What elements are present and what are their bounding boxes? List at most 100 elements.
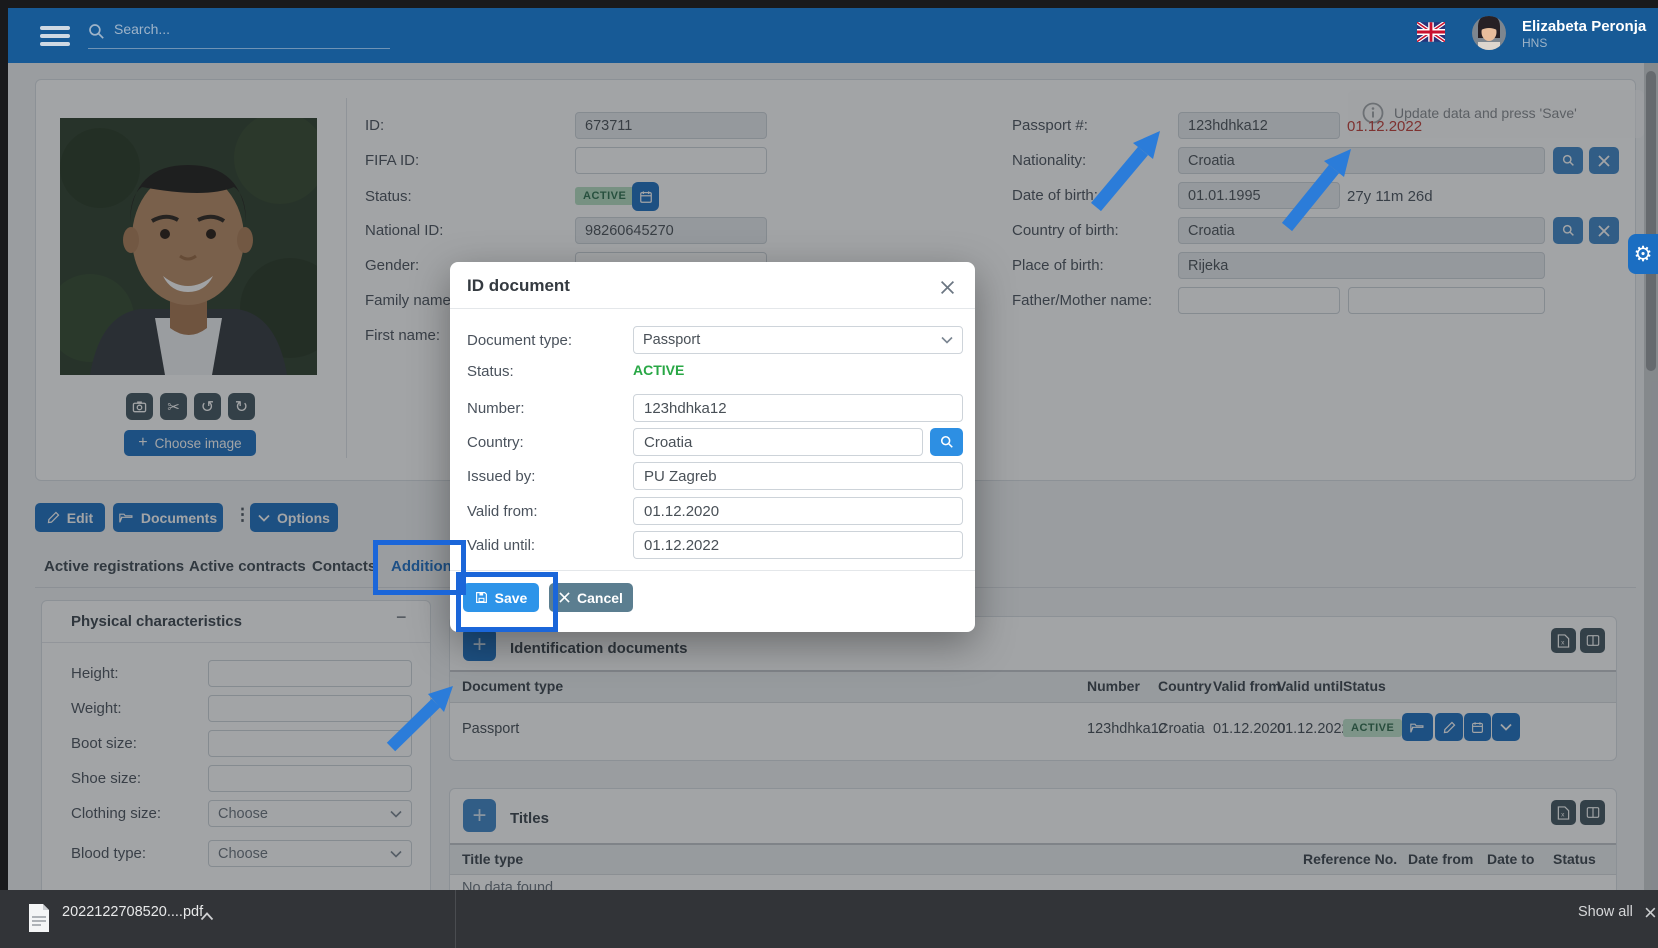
column-document-type: Document type [462,678,564,694]
add-title-button[interactable]: + [463,799,496,832]
collapse-icon[interactable]: − [396,607,407,627]
shoe-size-field[interactable] [208,765,412,792]
export-excel-button[interactable]: x [1551,628,1576,653]
document-type-select[interactable]: Passport [633,326,963,354]
columns-toggle-button[interactable] [1580,800,1605,825]
avatar[interactable] [1472,16,1506,50]
country-of-birth-field [1178,217,1545,244]
modal-issued-by-input[interactable] [633,462,963,490]
folder-icon [1410,723,1424,733]
divider [455,890,456,948]
age-text: 27y 11m 26d [1347,188,1433,205]
options-button[interactable]: Options [250,503,338,532]
language-flag-icon[interactable] [1417,22,1445,42]
passport-number-field [1178,112,1340,139]
kebab-menu-icon[interactable]: ⋮ [234,505,251,524]
modal-label-valid-from: Valid from: [467,503,538,520]
search-icon [1562,154,1574,166]
download-bar: 2022122708520....pdf Show all × [0,890,1658,948]
column-status: Status [1553,851,1596,867]
cell-country: Croatia [1158,721,1205,737]
father-name-field[interactable] [1178,287,1340,314]
tab-additional[interactable]: Additional [391,558,465,575]
add-id-document-button[interactable]: + [463,628,496,661]
modal-number-input[interactable] [633,394,963,422]
settings-flap-button[interactable]: ⚙ [1628,234,1658,274]
pdf-file-icon [29,904,49,932]
save-hint-tooltip: Update data and press 'Save' [1348,90,1644,138]
mother-name-field[interactable] [1348,287,1545,314]
row-expand-button[interactable] [1492,713,1520,741]
modal-country-search-button[interactable] [930,428,963,456]
choose-image-button[interactable]: + Choose image [124,430,256,456]
cancel-button[interactable]: Cancel [549,583,633,612]
status-history-button[interactable] [632,182,659,211]
modal-valid-from-input[interactable] [633,497,963,525]
field-label-family-name: Family name: [365,292,456,309]
save-icon [475,592,487,603]
column-status: Status [1343,678,1386,694]
close-downloads-icon[interactable]: × [1644,900,1657,925]
edit-button[interactable]: Edit [35,503,105,532]
documents-button[interactable]: Documents [113,503,223,532]
rotate-right-icon: ↻ [234,398,249,416]
blood-type-value: Choose [218,845,268,862]
tab-contacts[interactable]: Contacts [312,558,377,575]
field-label-height: Height: [71,665,119,682]
modal-country-input[interactable] [633,428,923,456]
nationality-search-button[interactable] [1553,147,1583,174]
tab-active-contracts[interactable]: Active contracts [189,558,306,575]
weight-field[interactable] [208,695,412,722]
row-history-button[interactable] [1464,713,1491,741]
top-navbar: Elizabeta Peronja HNS [8,8,1658,63]
take-photo-button[interactable] [126,393,153,420]
scrollbar-thumb[interactable] [1646,71,1656,371]
height-field[interactable] [208,660,412,687]
chevron-up-icon[interactable] [200,912,214,921]
chevron-down-icon [390,850,402,858]
field-label-parent-name: Father/Mother name: [1012,292,1153,309]
column-date-to: Date to [1487,851,1535,867]
field-label-country-of-birth: Country of birth: [1012,222,1119,239]
boot-size-field[interactable] [208,730,412,757]
save-button[interactable]: Save [463,583,539,612]
country-clear-button[interactable] [1589,217,1619,244]
user-name[interactable]: Elizabeta Peronja [1522,18,1647,35]
row-edit-button[interactable] [1435,713,1463,741]
clothing-size-select[interactable]: Choose [208,800,412,827]
search-input[interactable] [112,20,386,38]
columns-toggle-button[interactable] [1580,628,1605,653]
rotate-left-button[interactable]: ↺ [194,393,221,420]
crop-image-button[interactable]: ✂ [160,393,187,420]
physical-characteristics-title: Physical characteristics [71,613,242,630]
blood-type-select[interactable]: Choose [208,840,412,867]
modal-status-value: ACTIVE [633,362,685,378]
modal-valid-until-input[interactable] [633,531,963,559]
info-icon [1362,102,1384,124]
modal-close-button[interactable] [936,276,958,298]
download-filename[interactable]: 2022122708520....pdf [62,904,204,920]
column-title-type: Title type [462,851,524,867]
menu-icon[interactable] [40,22,70,48]
svg-text:x: x [1561,811,1565,818]
save-hint-text: Update data and press 'Save' [1394,105,1577,121]
window-frame-top [0,0,1658,8]
column-country: Country [1158,678,1212,694]
field-label-blood-type: Blood type: [71,845,147,862]
nationality-clear-button[interactable] [1589,147,1619,174]
modal-label-status: Status: [467,363,514,380]
rotate-right-button[interactable]: ↻ [228,393,255,420]
divider [346,98,347,458]
search-icon [940,435,953,448]
divider [450,570,975,571]
divider [42,642,430,643]
country-search-button[interactable] [1553,217,1583,244]
tab-active-registrations[interactable]: Active registrations [44,558,185,575]
save-label: Save [494,589,528,606]
row-documents-button[interactable] [1402,713,1433,741]
export-excel-button[interactable]: x [1551,800,1576,825]
national-id-field [575,217,767,244]
field-label-dob: Date of birth: [1012,187,1098,204]
show-all-downloads-button[interactable]: Show all [1578,904,1633,920]
fifa-id-field[interactable] [575,147,767,174]
